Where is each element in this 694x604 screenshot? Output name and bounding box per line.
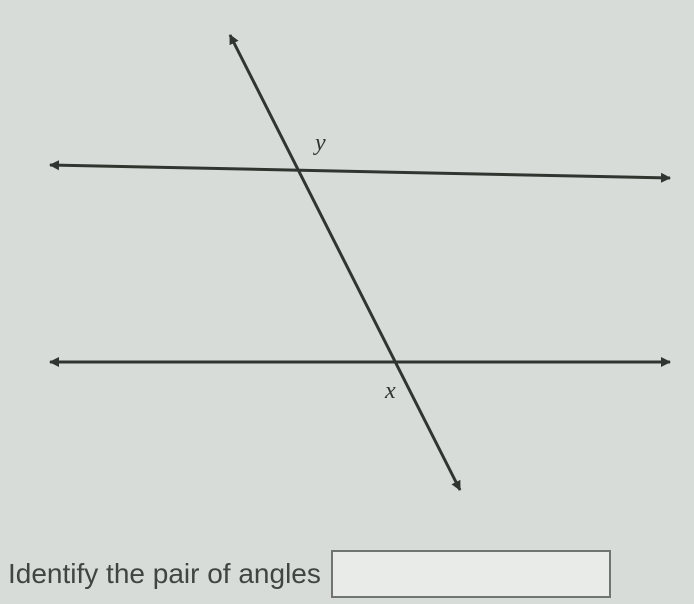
angle-label-y: y — [315, 130, 326, 157]
angle-label-x: x — [385, 378, 396, 405]
question-prompt: Identify the pair of angles — [0, 558, 321, 590]
transversal-line — [230, 35, 460, 490]
answer-input-box[interactable] — [331, 550, 611, 598]
diagram-svg — [0, 0, 694, 530]
question-bar: Identify the pair of angles — [0, 544, 694, 604]
geometry-diagram: y x — [0, 0, 694, 530]
parallel-line-top — [50, 165, 670, 178]
